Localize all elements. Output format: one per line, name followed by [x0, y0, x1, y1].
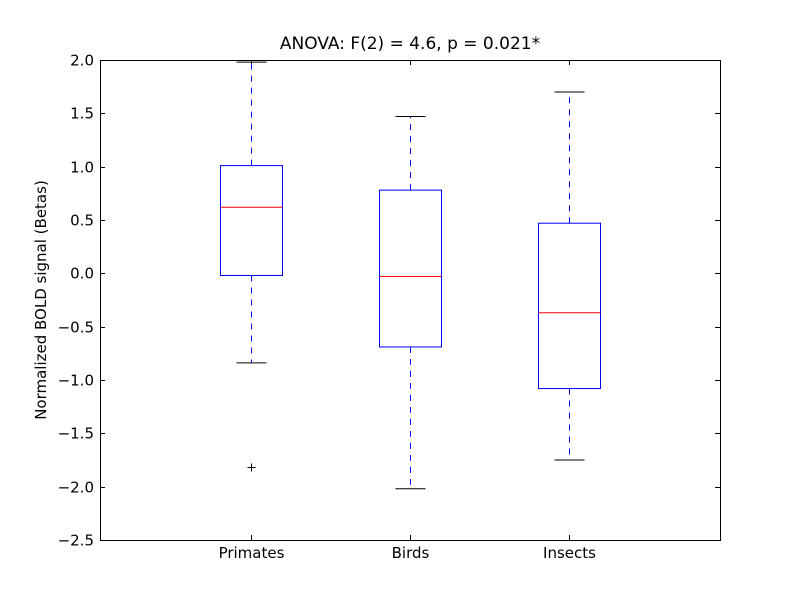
y-tick-label: −2.0 — [58, 479, 94, 497]
y-tick-label: 2.0 — [70, 52, 94, 70]
y-tick-label: −1.0 — [58, 372, 94, 390]
plot-frame — [100, 60, 721, 541]
y-tick-label: 1.5 — [70, 105, 94, 123]
y-tick-label: −2.5 — [58, 532, 94, 550]
x-tick-label: Birds — [392, 544, 430, 562]
y-tick-label: 0.0 — [70, 265, 94, 283]
outlier-marker — [247, 463, 256, 472]
x-tick-label: Insects — [543, 544, 596, 562]
x-tick-label: Primates — [219, 544, 285, 562]
box-birds — [379, 189, 442, 348]
y-tick-label: −1.5 — [58, 425, 94, 443]
box-primates — [220, 165, 283, 276]
y-tick-label: 1.0 — [70, 159, 94, 177]
y-tick-label: 0.5 — [70, 212, 94, 230]
chart-title: ANOVA: F(2) = 4.6, p = 0.021* — [280, 34, 540, 54]
y-tick-label: −0.5 — [58, 319, 94, 337]
box-insects — [538, 222, 601, 390]
y-axis-label: Normalized BOLD signal (Betas) — [32, 180, 50, 420]
